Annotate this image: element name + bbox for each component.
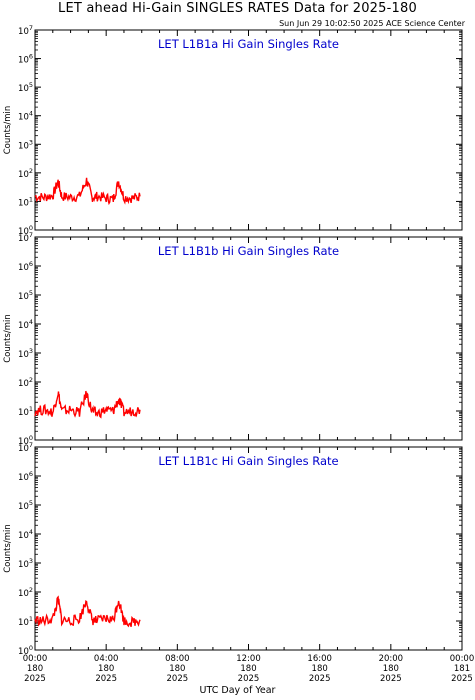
- data-series-line: [34, 177, 141, 206]
- panel-3: 100 101 102 103 104 105 106 107 Counts/min LET L1…: [3, 441, 463, 657]
- y-tick-label: 102: [18, 167, 33, 180]
- x-tick-label: 16:00: [307, 654, 332, 664]
- x-tick-label: 2025: [167, 674, 189, 684]
- y-tick-label: 106: [18, 260, 33, 273]
- y-tick-label: 102: [18, 376, 33, 389]
- x-tick-label: 2025: [451, 674, 473, 684]
- x-tick-label: 20:00: [379, 654, 404, 664]
- x-tick-label: 180: [312, 664, 328, 674]
- y-tick-label: 100: [18, 434, 33, 447]
- x-tick-label: 2025: [95, 674, 117, 684]
- x-tick-label: 08:00: [165, 654, 190, 664]
- x-tick-label: 12:00: [236, 654, 261, 664]
- x-tick-label: 04:00: [94, 654, 119, 664]
- x-tick-label: 2025: [380, 674, 402, 684]
- y-tick-label: 101: [18, 405, 33, 418]
- y-tick-label: 102: [18, 586, 33, 599]
- y-tick-label: 106: [18, 53, 33, 66]
- y-tick-label: 100: [18, 644, 33, 657]
- plot-frame: [34, 446, 463, 651]
- x-tick-label: 2025: [309, 674, 331, 684]
- y-tick-label: 106: [18, 470, 33, 483]
- x-tick-label: 180: [169, 664, 185, 674]
- x-tick-label: 180: [240, 664, 256, 674]
- plot-frame: [34, 29, 463, 231]
- y-tick-label: 101: [18, 615, 33, 628]
- panel-2: 100 101 102 103 104 105 106 107 Counts/min LET L1…: [3, 231, 463, 447]
- x-tick-label: 00:00: [23, 654, 48, 664]
- data-series-line: [34, 390, 141, 419]
- x-tick-label: 180: [98, 664, 114, 674]
- page-title: LET ahead Hi-Gain SINGLES RATES Data for…: [58, 1, 417, 16]
- x-tick-label: 180: [383, 664, 399, 674]
- y-tick-label: 105: [18, 499, 33, 512]
- y-tick-label: 104: [18, 318, 33, 331]
- x-tick-label: 181: [454, 664, 470, 674]
- y-tick-label: 107: [18, 24, 33, 37]
- panel-title: LET L1B1a Hi Gain Singles Rate: [158, 37, 339, 51]
- x-tick-label: 00:00: [450, 654, 475, 664]
- y-tick-label: 105: [18, 81, 33, 94]
- y-tick-label: 100: [18, 224, 33, 237]
- x-tick-label: 2025: [238, 674, 260, 684]
- y-tick-label: 107: [18, 441, 33, 454]
- y-tick-label: 103: [18, 557, 33, 570]
- x-tick-label: 180: [27, 664, 43, 674]
- y-tick-label: 103: [18, 347, 33, 360]
- panel-1: 100 101 102 103 104 105 106 107 Counts/min LET L1…: [3, 24, 463, 237]
- y-tick-label: 105: [18, 289, 33, 302]
- y-tick-label: 101: [18, 195, 33, 208]
- data-series-line: [34, 595, 141, 628]
- x-tick-label: 2025: [24, 674, 46, 684]
- y-tick-label: 104: [18, 110, 33, 123]
- x-axis-label: UTC Day of Year: [199, 685, 276, 696]
- y-tick-label: 104: [18, 528, 33, 541]
- y-axis-label: Counts/min: [3, 314, 13, 363]
- panel-title: LET L1B1b Hi Gain Singles Rate: [158, 244, 339, 258]
- panel-title: LET L1B1c Hi Gain Singles Rate: [158, 454, 338, 468]
- y-axis-label: Counts/min: [3, 524, 13, 573]
- y-tick-label: 103: [18, 138, 33, 151]
- y-axis-label: Counts/min: [3, 106, 13, 155]
- timestamp: Sun Jun 29 10:02:50 2025 ACE Science Cen…: [279, 19, 465, 28]
- y-tick-label: 107: [18, 231, 33, 244]
